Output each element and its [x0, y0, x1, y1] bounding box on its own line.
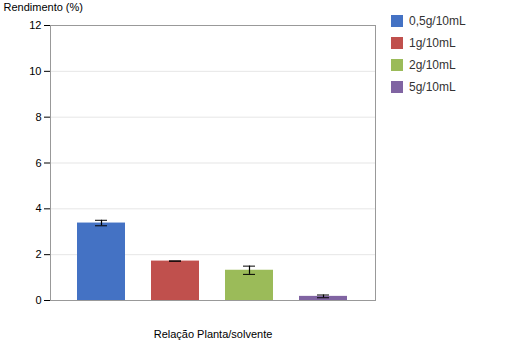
svg-text:8: 8 — [35, 111, 41, 123]
html-text:0,5g/10mL: 0,5g/10mL — [409, 14, 466, 28]
html-text:2g/10mL: 2g/10mL — [409, 58, 456, 72]
html-text:5g/10mL: 5g/10mL — [409, 80, 456, 94]
svg-text:10: 10 — [29, 65, 41, 77]
html-text:1g/10mL: 1g/10mL — [409, 36, 456, 50]
svg-text:0: 0 — [35, 294, 41, 306]
svg-text:Rendimento (%): Rendimento (%) — [4, 1, 83, 13]
svg-text:4: 4 — [35, 202, 41, 214]
svg-text:2: 2 — [35, 248, 41, 260]
svg-text:Relação Planta/solvente: Relação Planta/solvente — [154, 328, 273, 340]
svg-text:6: 6 — [35, 157, 41, 169]
svg-text:12: 12 — [29, 19, 41, 31]
